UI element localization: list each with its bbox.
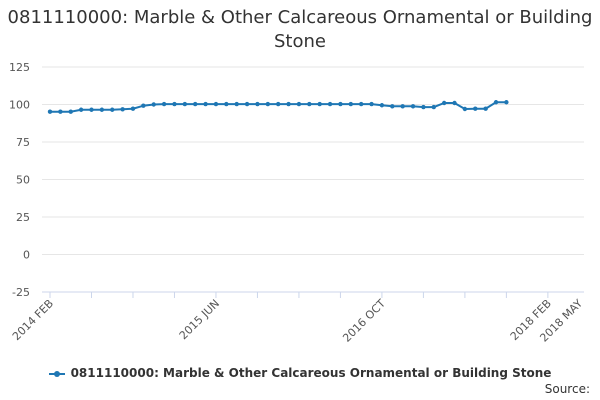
data-point[interactable] (172, 101, 177, 107)
data-point[interactable] (99, 107, 105, 112)
data-point[interactable] (68, 109, 73, 114)
data-point[interactable] (265, 101, 271, 107)
data-point[interactable] (452, 100, 457, 106)
data-point[interactable] (193, 101, 198, 107)
y-tick-labels: 125 100 75 50 25 0 -25 (9, 61, 30, 299)
data-point[interactable] (327, 101, 333, 107)
y-tick-label: 75 (16, 136, 30, 149)
data-point[interactable] (47, 109, 53, 114)
data-point[interactable] (473, 106, 478, 111)
x-tick-label: 2016 OCT (340, 297, 388, 345)
data-point[interactable] (255, 101, 260, 107)
data-point[interactable] (244, 101, 250, 107)
data-point[interactable] (390, 104, 395, 109)
data-point[interactable] (483, 106, 488, 111)
data-point[interactable] (203, 101, 208, 107)
source-label: Source: (544, 382, 590, 396)
data-point[interactable] (110, 107, 115, 112)
chart-title: 0811110000: Marble & Other Calcareous Or… (7, 7, 593, 52)
data-point[interactable] (348, 101, 354, 107)
y-tick-label: 100 (9, 99, 30, 112)
data-point[interactable] (421, 104, 426, 110)
y-tick-label: 0 (23, 249, 30, 262)
data-point[interactable] (234, 101, 239, 107)
data-point[interactable] (161, 101, 167, 107)
data-point[interactable] (400, 104, 405, 109)
data-point[interactable] (213, 101, 219, 107)
data-point[interactable] (358, 101, 364, 107)
x-axis (42, 291, 584, 298)
x-tick-label: 2015 JUN (177, 297, 222, 342)
data-point[interactable] (141, 103, 146, 108)
data-point[interactable] (441, 100, 447, 106)
y-tick-label: 50 (16, 174, 30, 187)
y-tick-label: 125 (9, 61, 30, 74)
data-point[interactable] (89, 107, 94, 112)
data-point[interactable] (286, 101, 291, 107)
data-point[interactable] (431, 104, 436, 110)
legend-label[interactable]: 0811110000: Marble & Other Calcareous Or… (70, 366, 552, 380)
data-point[interactable] (338, 101, 343, 107)
data-point[interactable] (379, 103, 385, 108)
data-point[interactable] (78, 107, 84, 112)
data-point[interactable] (58, 109, 63, 114)
data-point[interactable] (275, 101, 281, 107)
y-tick-label: 25 (16, 211, 30, 224)
gridlines (42, 66, 584, 293)
x-tick-label: 2014 FEB (10, 297, 56, 343)
data-point[interactable] (369, 101, 374, 107)
data-point[interactable] (120, 107, 125, 112)
y-tick-label: -25 (12, 286, 30, 299)
data-point[interactable] (182, 101, 188, 107)
data-point[interactable] (317, 101, 322, 107)
data-point[interactable] (224, 101, 229, 107)
series-line-group[interactable] (47, 100, 509, 114)
data-point[interactable] (130, 106, 136, 111)
data-point[interactable] (151, 102, 156, 107)
data-point[interactable] (462, 106, 468, 112)
data-point[interactable] (504, 100, 509, 105)
data-point[interactable] (410, 104, 416, 109)
data-point[interactable] (307, 101, 312, 107)
legend[interactable]: 0811110000: Marble & Other Calcareous Or… (0, 366, 600, 380)
data-point[interactable] (493, 100, 499, 105)
legend-swatch (48, 370, 65, 377)
data-point[interactable] (296, 101, 302, 107)
